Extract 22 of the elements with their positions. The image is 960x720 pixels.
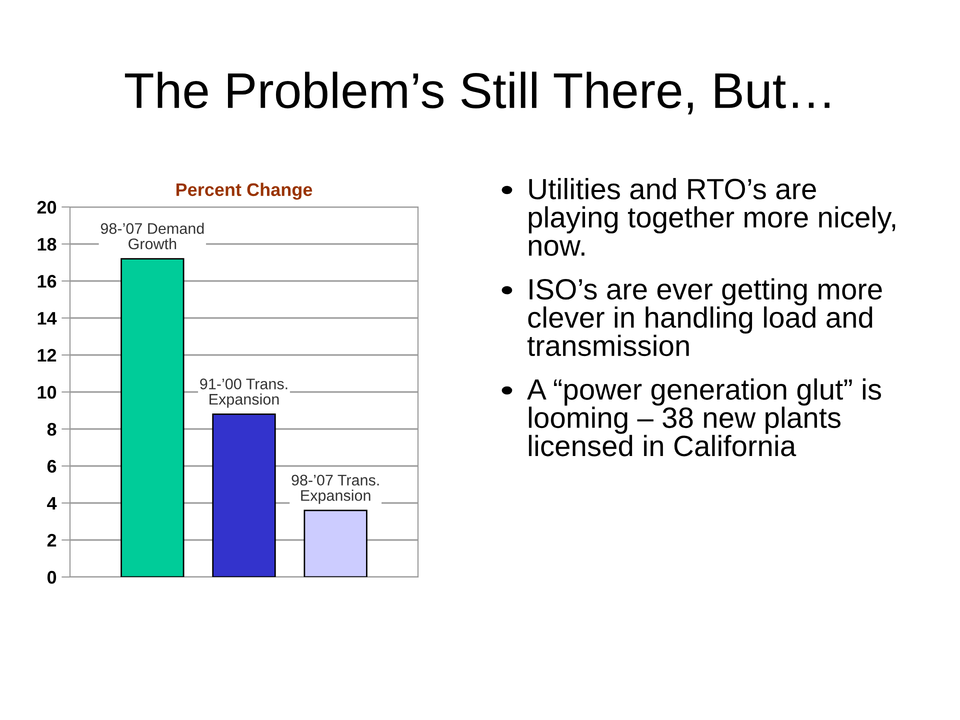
text: ISO’s are ever getting more clever in handling load and transmission (527, 278, 882, 356)
y-tick-label: 16 (38, 274, 56, 288)
y-tick-label: 6 (47, 460, 56, 473)
bar (120, 258, 184, 577)
bar (212, 414, 276, 577)
text: A “power generation glut” is looming – 38 new plants licensed in California (527, 378, 882, 456)
y-tick-label: 10 (38, 386, 56, 399)
y-tick-label: 0 (47, 570, 56, 584)
y-tick-label: 18 (38, 238, 56, 251)
chart-subtitle: Percent Change (176, 182, 312, 200)
x-tick-label: 91-’00 Trans. Expansion (200, 378, 288, 408)
x-tick-label: 98-’07 Demand Growth (100, 222, 204, 250)
bar (304, 510, 368, 577)
x-tick-label: 98-’07 Trans. Expansion (292, 474, 379, 504)
y-tick-label: 4 (47, 497, 57, 510)
y-tick-label: 20 (37, 200, 56, 214)
y-tick-label: 8 (47, 422, 56, 436)
y-tick-label: 2 (47, 534, 56, 547)
y-tick-label: 12 (38, 348, 56, 362)
y-tick-label: 14 (38, 312, 57, 325)
text: Utilities and RTO’s are playing together more nicely, now. (528, 178, 896, 256)
chart-title: The Problem’s Still There, But… (124, 72, 830, 114)
